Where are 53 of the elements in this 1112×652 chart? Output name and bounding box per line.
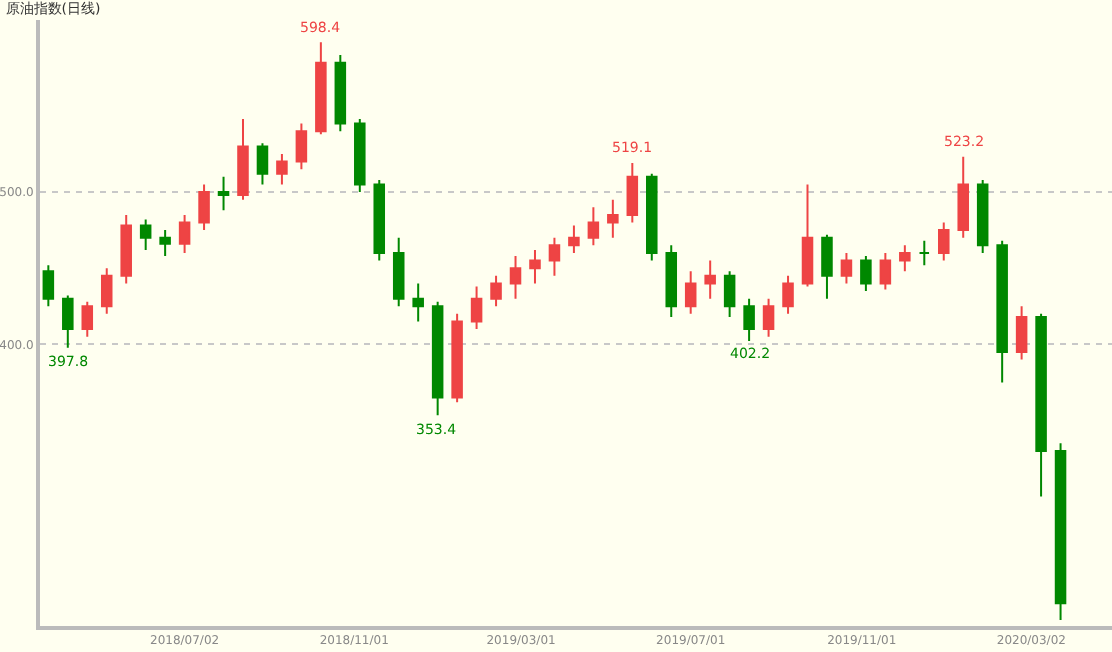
candlestick bbox=[821, 233, 833, 300]
candlestick bbox=[684, 270, 697, 315]
candlestick bbox=[840, 251, 853, 285]
candlestick bbox=[568, 224, 580, 254]
candlestick bbox=[276, 152, 288, 186]
candlestick bbox=[860, 255, 872, 293]
candlestick bbox=[1015, 305, 1028, 361]
candlestick bbox=[509, 255, 522, 300]
candlestick bbox=[451, 312, 463, 404]
candlestick bbox=[295, 122, 308, 171]
candlestick bbox=[996, 239, 1008, 384]
candlestick bbox=[178, 213, 191, 254]
candlestick bbox=[801, 183, 814, 288]
candlestick bbox=[120, 213, 132, 285]
candlestick bbox=[431, 300, 444, 417]
candlestick bbox=[626, 161, 639, 224]
candlestick bbox=[334, 54, 347, 133]
candlestick bbox=[665, 244, 678, 318]
candlestick bbox=[81, 300, 94, 338]
candlestick bbox=[548, 236, 561, 277]
candlestick bbox=[704, 259, 716, 300]
candlestick bbox=[237, 117, 249, 201]
candlestick bbox=[529, 248, 541, 285]
candlestick bbox=[976, 178, 989, 254]
candlestick bbox=[782, 274, 794, 315]
candlestick bbox=[646, 172, 658, 262]
candlestick bbox=[938, 221, 950, 262]
candlestick bbox=[139, 218, 152, 251]
candlestick bbox=[392, 236, 405, 308]
candlestick bbox=[100, 267, 113, 315]
candlestick bbox=[256, 142, 269, 186]
candlestick bbox=[42, 264, 55, 308]
candlestick bbox=[918, 239, 931, 267]
candlestick bbox=[62, 294, 74, 349]
candlestick bbox=[315, 41, 327, 136]
candlestick bbox=[159, 229, 171, 257]
candlestick bbox=[899, 244, 911, 273]
candlestick bbox=[470, 285, 483, 331]
candlestick bbox=[723, 270, 736, 318]
candlestick bbox=[1054, 442, 1067, 621]
candlestick bbox=[743, 297, 755, 342]
candlestick bbox=[587, 206, 600, 247]
candlestick bbox=[354, 117, 366, 194]
candlestick bbox=[607, 198, 619, 239]
candlestick bbox=[373, 178, 386, 262]
candlestick bbox=[762, 297, 775, 338]
candlestick bbox=[198, 183, 210, 232]
candlestick bbox=[217, 175, 230, 212]
candlestick bbox=[879, 251, 892, 291]
candlestick bbox=[1035, 312, 1047, 498]
candlestick bbox=[957, 155, 969, 239]
candlestick bbox=[412, 282, 424, 323]
candlestick bbox=[490, 274, 502, 308]
